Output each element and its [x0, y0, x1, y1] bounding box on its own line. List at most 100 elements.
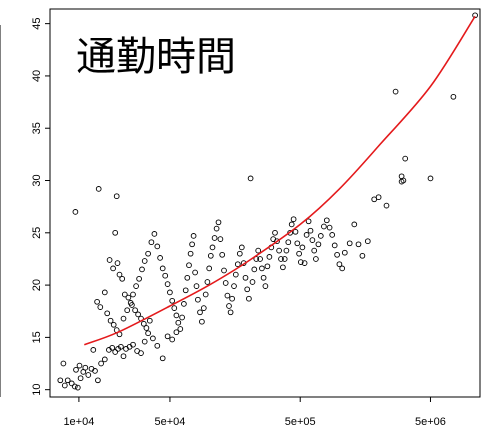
data-point	[299, 244, 306, 251]
data-point	[175, 319, 182, 326]
data-point	[334, 251, 340, 258]
data-point	[249, 279, 256, 285]
data-point	[195, 296, 201, 303]
data-point	[177, 326, 184, 332]
data-point	[227, 309, 234, 316]
data-point	[95, 377, 101, 384]
data-point	[72, 209, 79, 215]
x-tick-label: 5e+06	[415, 416, 446, 428]
data-point	[215, 219, 222, 226]
y-tick-label: 25	[31, 227, 43, 239]
data-point	[138, 350, 144, 356]
data-point	[130, 341, 136, 348]
data-point	[159, 355, 166, 362]
data-point	[95, 186, 102, 192]
data-point	[321, 223, 327, 230]
data-points	[57, 12, 478, 391]
data-point	[199, 318, 205, 325]
data-point	[339, 265, 346, 272]
data-point	[154, 342, 161, 349]
data-point	[317, 233, 324, 239]
data-point	[74, 384, 81, 391]
data-point	[262, 283, 269, 289]
data-point	[101, 289, 108, 296]
data-point	[217, 236, 224, 242]
data-point	[120, 353, 127, 360]
y-tick-label: 35	[31, 122, 43, 134]
data-point	[121, 291, 128, 298]
data-point	[145, 250, 151, 257]
data-point	[264, 263, 271, 270]
data-point	[146, 317, 153, 324]
data-point	[179, 314, 185, 321]
data-point	[204, 279, 211, 285]
data-point	[104, 310, 111, 317]
data-point	[326, 224, 333, 231]
data-point	[402, 155, 409, 162]
data-point	[127, 300, 134, 306]
data-point	[242, 274, 249, 281]
data-point	[359, 252, 366, 259]
data-point	[92, 368, 98, 374]
data-point	[236, 250, 243, 257]
data-point	[283, 247, 290, 254]
data-point	[173, 329, 180, 336]
data-point	[364, 238, 371, 245]
data-point	[285, 239, 292, 246]
data-point	[315, 241, 322, 248]
data-point	[135, 311, 141, 318]
data-point	[272, 229, 278, 236]
data-point	[112, 349, 119, 355]
data-point	[181, 301, 187, 307]
data-point	[112, 229, 119, 236]
y-tick-label: 45	[31, 18, 43, 30]
data-point	[246, 295, 252, 302]
data-point	[120, 315, 127, 322]
data-point	[190, 233, 197, 239]
data-point	[187, 250, 194, 257]
data-point	[143, 325, 150, 331]
data-point	[450, 93, 457, 100]
y-tick-label: 30	[31, 174, 43, 186]
data-point	[125, 294, 132, 301]
data-point	[200, 305, 207, 311]
data-point	[109, 344, 116, 351]
data-point	[290, 216, 297, 223]
data-point	[234, 261, 241, 268]
data-point	[189, 241, 195, 248]
y-axis: 10 15 20 25 30 35 40 45	[31, 18, 50, 396]
data-point	[209, 244, 216, 251]
y-tick-label: 15	[31, 331, 43, 343]
data-point	[148, 239, 155, 246]
data-point	[323, 217, 330, 224]
data-point	[355, 241, 362, 248]
chart-title: 通勤時間	[76, 34, 236, 80]
data-point	[260, 274, 267, 281]
data-point	[351, 221, 358, 228]
plot-frame	[49, 8, 481, 398]
data-point	[169, 336, 176, 343]
data-point	[259, 265, 265, 272]
data-point	[97, 304, 104, 310]
data-point	[154, 243, 161, 250]
data-point	[375, 194, 382, 201]
data-point	[226, 303, 232, 309]
data-point	[371, 196, 378, 203]
data-point	[192, 269, 198, 276]
data-point	[427, 175, 434, 182]
data-point	[257, 256, 263, 262]
data-point	[266, 254, 273, 260]
data-point	[383, 202, 390, 209]
data-point	[222, 280, 229, 286]
data-point	[400, 177, 407, 184]
data-point	[336, 261, 343, 268]
data-point	[301, 260, 308, 266]
x-tick-label: 5e+04	[154, 416, 185, 428]
data-point	[101, 356, 108, 363]
data-point	[141, 258, 148, 264]
data-point	[341, 249, 348, 256]
data-point	[73, 366, 79, 373]
data-point	[280, 264, 286, 271]
data-point	[71, 383, 78, 390]
